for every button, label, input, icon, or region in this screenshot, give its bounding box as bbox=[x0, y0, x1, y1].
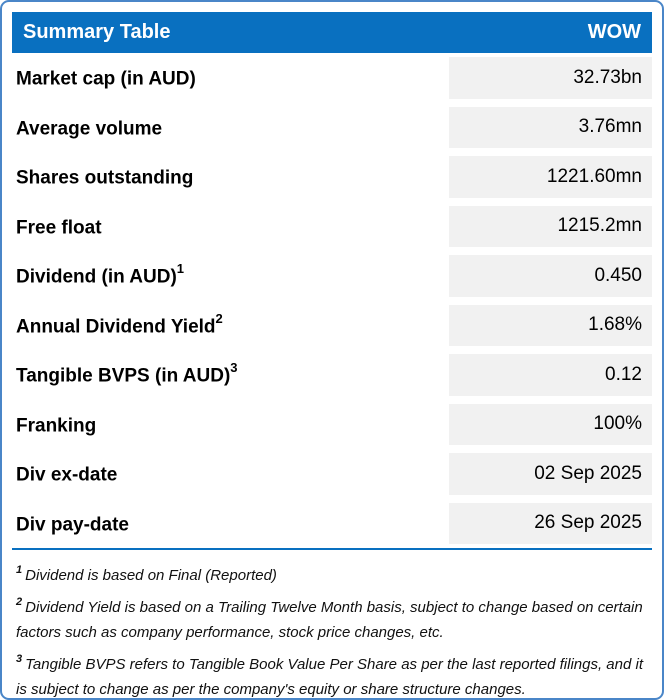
row-label: Shares outstanding bbox=[12, 164, 449, 189]
row-value-cell: 100% bbox=[449, 403, 652, 445]
footnote: 2 Dividend Yield is based on a Trailing T… bbox=[16, 591, 646, 645]
table-row: Div pay-date 26 Sep 2025 bbox=[12, 499, 652, 549]
footnote: 3 Tangible BVPS refers to Tangible Book V… bbox=[16, 648, 646, 698]
row-label-text: Dividend (in AUD) bbox=[16, 266, 177, 288]
table-row: Dividend (in AUD)1 0.450 bbox=[12, 251, 652, 301]
footnotes: 1 Dividend is based on Final (Reported) 2… bbox=[12, 550, 652, 698]
row-value: 02 Sep 2025 bbox=[534, 462, 642, 484]
table-row: Annual Dividend Yield2 1.68% bbox=[12, 301, 652, 351]
ticker-symbol: WOW bbox=[587, 21, 641, 43]
row-value-cell: 0.12 bbox=[449, 354, 652, 396]
row-label-text: Franking bbox=[16, 414, 97, 436]
footnote: 1 Dividend is based on Final (Reported) bbox=[16, 559, 646, 588]
row-value: 32.73bn bbox=[573, 66, 642, 88]
row-label-text: Market cap (in AUD) bbox=[16, 68, 196, 90]
table-row: Div ex-date 02 Sep 2025 bbox=[12, 449, 652, 499]
footnote-superscript: 3 bbox=[16, 653, 23, 665]
row-value-cell: 3.76mn bbox=[449, 106, 652, 148]
row-value: 0.450 bbox=[594, 264, 642, 286]
row-label-superscript: 2 bbox=[215, 310, 223, 326]
row-value: 26 Sep 2025 bbox=[534, 512, 642, 534]
footnote-superscript: 2 bbox=[16, 596, 23, 608]
row-label: Annual Dividend Yield2 bbox=[12, 310, 449, 338]
row-value: 1.68% bbox=[588, 314, 642, 336]
row-label: Tangible BVPS (in AUD)3 bbox=[12, 360, 449, 387]
table-row: Market cap (in AUD) 32.73bn bbox=[12, 53, 652, 103]
row-label-text: Free float bbox=[16, 216, 102, 238]
footnote-text: Dividend is based on Final (Reported) bbox=[25, 567, 277, 584]
row-label: Franking bbox=[12, 412, 449, 437]
row-label: Free float bbox=[12, 214, 449, 239]
table-footer-divider bbox=[12, 548, 652, 550]
row-value-cell: 1.68% bbox=[449, 304, 652, 346]
row-label-text: Div pay-date bbox=[16, 513, 129, 535]
table-body: Market cap (in AUD) 32.73bn Average volu… bbox=[12, 53, 652, 548]
row-label: Average volume bbox=[12, 115, 449, 140]
row-label-superscript: 3 bbox=[230, 360, 238, 376]
table-row: Franking 100% bbox=[12, 400, 652, 450]
row-value: 1215.2mn bbox=[557, 215, 642, 237]
row-value-cell: 1215.2mn bbox=[449, 205, 652, 247]
row-value: 3.76mn bbox=[578, 116, 642, 138]
row-value-cell: 26 Sep 2025 bbox=[449, 502, 652, 544]
row-value-cell: 32.73bn bbox=[449, 57, 652, 99]
row-label: Div ex-date bbox=[12, 461, 449, 486]
row-label-text: Average volume bbox=[16, 117, 163, 139]
table-row: Shares outstanding 1221.60mn bbox=[12, 152, 652, 202]
row-label-text: Tangible BVPS (in AUD) bbox=[16, 365, 231, 387]
row-label: Div pay-date bbox=[12, 511, 449, 536]
row-value: 1221.60mn bbox=[546, 165, 642, 187]
table-row: Free float 1215.2mn bbox=[12, 202, 652, 252]
row-value: 100% bbox=[593, 413, 642, 435]
footnote-superscript: 1 bbox=[16, 564, 23, 576]
footnote-text: Dividend Yield is based on a Trailing Tw… bbox=[16, 599, 643, 641]
table-row: Average volume 3.76mn bbox=[12, 103, 652, 153]
row-label-text: Annual Dividend Yield bbox=[16, 315, 216, 337]
row-label-text: Shares outstanding bbox=[16, 167, 194, 189]
row-label-text: Div ex-date bbox=[16, 464, 118, 486]
row-value-cell: 0.450 bbox=[449, 255, 652, 297]
row-label-superscript: 1 bbox=[176, 261, 185, 277]
row-label: Dividend (in AUD)1 bbox=[12, 261, 449, 288]
row-label: Market cap (in AUD) bbox=[12, 65, 449, 90]
table-header-bar: Summary Table WOW bbox=[12, 12, 652, 53]
row-value: 0.12 bbox=[605, 363, 642, 385]
footnote-text: Tangible BVPS refers to Tangible Book Va… bbox=[16, 656, 643, 698]
row-value-cell: 02 Sep 2025 bbox=[449, 453, 652, 495]
row-value-cell: 1221.60mn bbox=[449, 156, 652, 198]
table-title: Summary Table bbox=[23, 21, 171, 43]
table-row: Tangible BVPS (in AUD)3 0.12 bbox=[12, 350, 652, 400]
